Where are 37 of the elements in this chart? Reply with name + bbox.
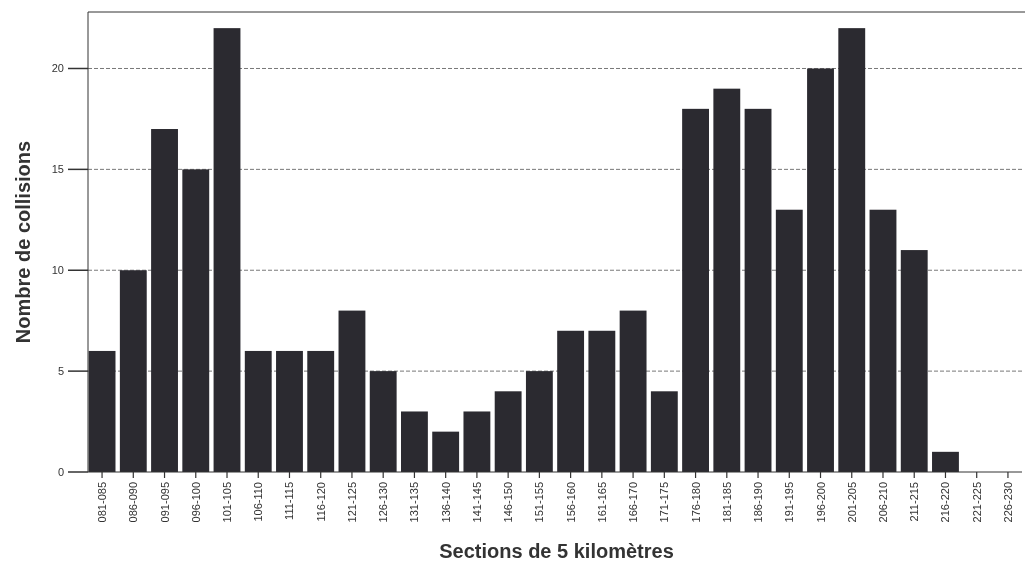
x-tick-label: 221-225 — [970, 482, 983, 523]
x-tick-label: 151-155 — [533, 482, 546, 523]
x-tick-label: 201-205 — [845, 482, 858, 523]
x-tick-label: 156-160 — [564, 482, 577, 523]
x-tick-label: 211-215 — [908, 482, 921, 522]
x-tick-label: 226-230 — [1001, 482, 1014, 523]
x-tick-label: 091-095 — [158, 482, 171, 523]
x-tick-label: 206-210 — [876, 482, 889, 523]
x-tick-label: 166-170 — [627, 482, 640, 523]
x-tick-label: 171-175 — [658, 482, 671, 523]
x-tick-label: 081-085 — [96, 482, 109, 523]
x-tick-label: 096-100 — [189, 482, 202, 523]
x-tick-label: 116-120 — [314, 482, 327, 522]
x-tick-label: 136-140 — [439, 482, 452, 523]
y-tick-label: 15 — [51, 163, 64, 176]
x-tick-label: 086-090 — [127, 482, 140, 523]
x-tick-label: 196-200 — [814, 482, 827, 523]
x-tick-label: 186-190 — [752, 482, 765, 523]
x-axis-title: Sections de 5 kilomètres — [439, 540, 674, 562]
y-tick-label: 5 — [57, 364, 64, 377]
x-tick-label: 181-185 — [720, 482, 733, 523]
x-tick-label: 216-220 — [939, 482, 952, 523]
y-tick-label: 20 — [51, 62, 64, 75]
y-axis-title: Nombre de collisions — [12, 140, 34, 344]
x-tick-label: 161-165 — [595, 482, 608, 523]
x-tick-label: 146-150 — [502, 482, 515, 523]
x-tick-label: 141-145 — [470, 482, 483, 523]
x-tick-label: 106-110 — [252, 482, 265, 522]
x-tick-label: 176-180 — [689, 482, 702, 523]
x-tick-label: 126-130 — [377, 482, 390, 523]
x-tick-label: 191-195 — [783, 482, 796, 523]
x-tick-label: 101-105 — [221, 482, 234, 523]
y-tick-label: 10 — [51, 264, 64, 277]
x-tick-label: 131-135 — [408, 482, 421, 523]
x-tick-label: 121-125 — [345, 482, 358, 523]
x-tick-label: 111-115 — [283, 482, 296, 520]
y-tick-label: 0 — [57, 465, 64, 478]
